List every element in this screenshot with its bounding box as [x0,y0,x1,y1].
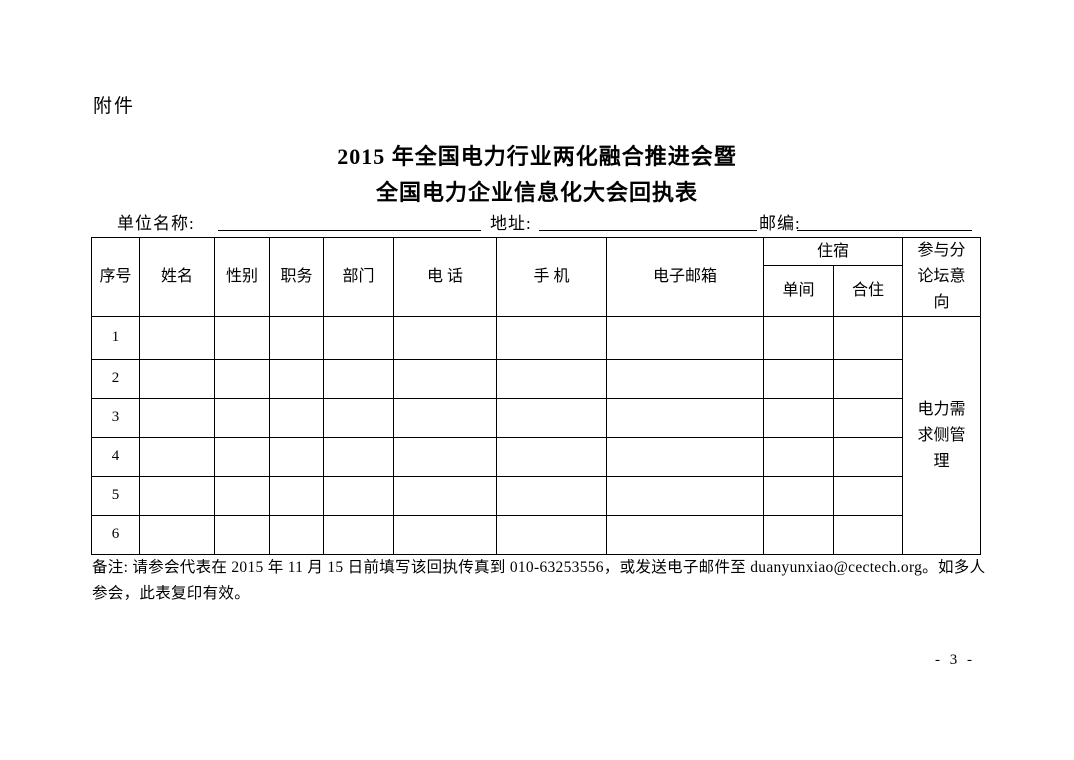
col-header-forum-label: 参与分论坛意向 [917,242,966,311]
forum-merged-cell: 电力需求侧管理 [902,316,982,555]
gender-cell [214,359,270,399]
address-label: 地址: [490,214,532,233]
shared-room-cell [832,316,904,360]
table-row: 4 [91,437,981,477]
col-header-phone: 电 话 [393,237,497,317]
gender-cell [214,515,270,555]
unit-name-blank-line [218,230,481,231]
single-room-cell [763,515,834,555]
email-cell [606,398,764,438]
table-row: 1 电力需求侧管理 [91,316,982,555]
single-room-cell [763,437,834,477]
zip-code-blank-line [797,230,972,231]
table-row: 3 [91,398,981,438]
table-row: 5 [91,476,981,516]
mobile-cell [496,437,607,477]
department-cell [323,437,394,477]
email-cell [606,316,764,360]
col-header-position: 职务 [269,237,324,317]
page-number: - 3 - [935,652,975,668]
single-room-cell [763,359,834,399]
position-cell [269,476,324,516]
row-seq-cell: 4 [91,437,140,477]
mobile-cell [496,398,607,438]
table-header-row-top: 序号 姓名 性别 职务 部门 电 话 手 机 电子邮箱 住宿 参与分论坛意向 [91,237,982,317]
email-cell [606,359,764,399]
single-room-cell [763,398,834,438]
department-cell [323,398,394,438]
shared-room-cell [832,515,904,555]
position-cell [269,515,324,555]
address-blank-line [539,230,757,231]
forum-value: 电力需求侧管理 [917,400,966,470]
col-header-shared-room: 合住 [832,264,904,318]
gender-cell [214,437,270,477]
col-header-name: 姓名 [139,237,215,317]
table-row: 2 [91,359,981,399]
phone-cell [393,515,497,555]
mobile-cell [496,515,607,555]
department-cell [323,359,394,399]
position-cell [269,359,324,399]
remark-note: 备注: 请参会代表在 2015 年 11 月 15 日前填写该回执传真到 010… [92,559,986,602]
phone-cell [393,316,497,360]
name-cell [139,437,215,477]
col-header-mobile: 手 机 [496,237,607,317]
name-cell [139,398,215,438]
document-title: 2015 年全国电力行业两化融合推进会暨 全国电力企业信息化大会回执表 [0,139,1074,211]
name-cell [139,515,215,555]
col-header-forum: 参与分论坛意向 [902,237,982,317]
gender-cell [214,398,270,438]
name-cell [139,476,215,516]
shared-room-cell [832,476,904,516]
mobile-cell [496,476,607,516]
single-room-cell [763,316,834,360]
position-cell [269,316,324,360]
department-cell [323,316,394,360]
position-cell [269,398,324,438]
col-header-gender: 性别 [214,237,270,317]
table-row: 6 [91,515,981,555]
email-cell [606,476,764,516]
shared-room-cell [832,398,904,438]
department-cell [323,515,394,555]
name-cell [139,316,215,360]
zip-code-label: 邮编: [759,214,801,233]
col-header-department: 部门 [323,237,394,317]
single-room-cell [763,476,834,516]
department-cell [323,476,394,516]
col-header-single-room: 单间 [763,264,834,318]
mobile-cell [496,359,607,399]
name-cell [139,359,215,399]
row-seq-cell: 6 [91,515,140,555]
row-seq-cell: 2 [91,359,140,399]
col-header-seq: 序号 [91,237,140,317]
col-header-email: 电子邮箱 [606,237,764,317]
email-cell [606,515,764,555]
position-cell [269,437,324,477]
reply-form-table: 序号 姓名 性别 职务 部门 电 话 手 机 电子邮箱 住宿 参与分论坛意向 单… [91,237,982,555]
unit-name-label: 单位名称: [117,214,195,233]
gender-cell [214,476,270,516]
row-seq-cell: 5 [91,476,140,516]
row-seq-cell: 3 [91,398,140,438]
phone-cell [393,359,497,399]
email-cell [606,437,764,477]
phone-cell [393,398,497,438]
row-seq-cell: 1 [91,316,140,360]
title-line-1: 2015 年全国电力行业两化融合推进会暨 [337,144,737,169]
attachment-label: 附件 [93,96,136,117]
phone-cell [393,437,497,477]
mobile-cell [496,316,607,360]
gender-cell [214,316,270,360]
table-header-row-bottom: 单间 合住 [92,264,981,318]
title-line-2: 全国电力企业信息化大会回执表 [375,180,698,205]
shared-room-cell [832,359,904,399]
phone-cell [393,476,497,516]
shared-room-cell [832,437,904,477]
col-header-lodging-group: 住宿 [762,237,904,266]
